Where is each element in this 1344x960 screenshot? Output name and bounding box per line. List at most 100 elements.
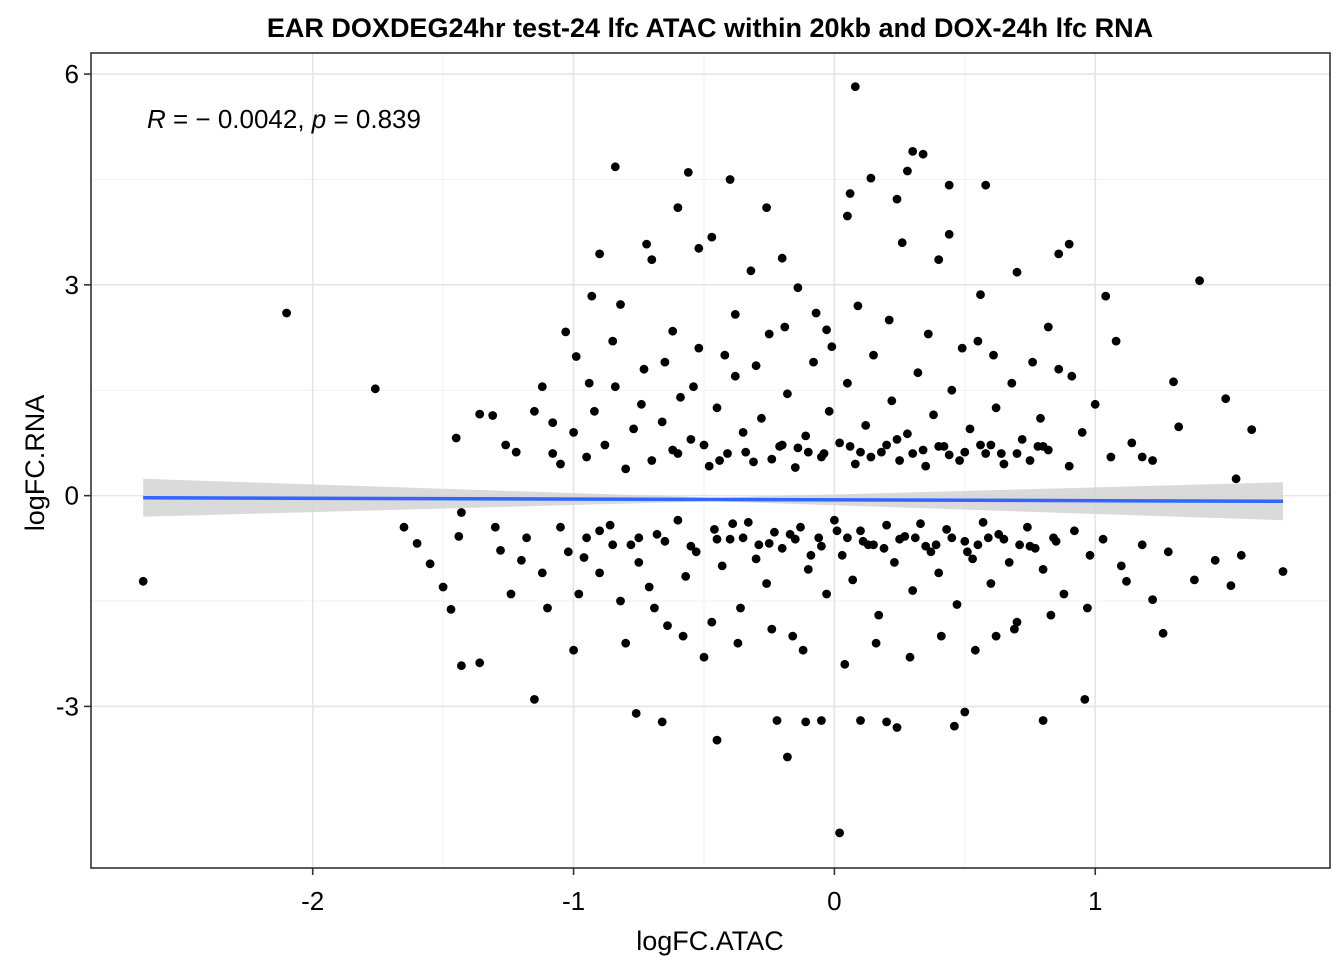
data-point	[957, 343, 967, 353]
data-point	[1028, 357, 1037, 367]
data-point	[809, 357, 818, 367]
correlation-annotation: R = − 0.0042, p = 0.839	[147, 104, 421, 134]
data-point	[1127, 438, 1137, 448]
data-point	[587, 291, 597, 301]
data-point	[916, 519, 925, 529]
data-point	[736, 603, 745, 613]
data-point	[647, 255, 657, 264]
data-point	[712, 735, 722, 745]
data-point	[837, 550, 847, 560]
data-point	[840, 659, 850, 669]
data-point	[973, 336, 983, 346]
data-point	[819, 449, 829, 458]
data-point	[733, 638, 743, 648]
data-point	[610, 382, 620, 392]
data-point	[584, 378, 594, 388]
data-point	[537, 568, 547, 578]
data-point	[644, 582, 654, 592]
data-point	[1137, 452, 1147, 462]
data-point	[801, 717, 811, 727]
data-point	[543, 603, 552, 613]
data-point	[1051, 536, 1061, 546]
data-point	[1111, 336, 1121, 346]
data-point	[1085, 550, 1095, 560]
data-point	[983, 533, 993, 543]
data-point	[715, 456, 724, 465]
data-point	[1038, 716, 1048, 725]
data-point	[616, 300, 625, 309]
data-point	[610, 162, 620, 172]
data-point	[955, 456, 964, 465]
data-point	[1098, 534, 1108, 544]
data-point	[412, 539, 422, 548]
data-point	[856, 716, 865, 725]
data-point	[689, 382, 698, 392]
data-point	[926, 547, 936, 557]
data-point	[1195, 276, 1204, 285]
data-points	[138, 82, 1288, 838]
data-point	[936, 631, 946, 641]
data-point	[767, 454, 777, 464]
data-point	[843, 211, 852, 221]
data-point	[892, 723, 902, 732]
data-point	[824, 406, 834, 416]
x-tick-label: -1	[562, 886, 585, 916]
data-point	[830, 515, 839, 525]
data-point	[892, 435, 902, 444]
data-point	[1226, 581, 1236, 590]
data-point	[1083, 603, 1092, 613]
data-point	[579, 553, 589, 562]
data-point	[694, 243, 704, 253]
data-point	[793, 443, 803, 453]
data-point	[629, 424, 638, 434]
data-point	[882, 520, 891, 530]
data-point	[631, 709, 641, 718]
data-point	[1163, 547, 1173, 557]
data-point	[981, 180, 991, 190]
data-point	[1174, 422, 1184, 432]
data-point	[725, 534, 735, 544]
data-point	[738, 533, 748, 543]
data-point	[1015, 540, 1024, 550]
data-point	[743, 517, 753, 527]
data-point	[1101, 291, 1111, 301]
data-point	[999, 534, 1009, 544]
data-point	[496, 546, 505, 555]
data-point	[918, 445, 928, 455]
data-point	[869, 540, 878, 550]
data-point	[1038, 442, 1048, 451]
data-point	[556, 522, 565, 532]
data-point	[801, 431, 811, 441]
data-point	[832, 526, 842, 536]
data-point	[488, 411, 498, 420]
data-point	[871, 638, 881, 648]
data-point	[681, 572, 691, 581]
data-point	[1077, 428, 1087, 437]
data-point	[720, 350, 730, 360]
data-point	[621, 464, 631, 474]
data-point	[777, 253, 787, 263]
data-point	[1025, 456, 1035, 465]
data-point	[882, 717, 891, 727]
data-point	[517, 555, 526, 565]
data-point	[866, 452, 876, 462]
data-point	[777, 440, 787, 450]
data-point	[637, 399, 646, 409]
data-point	[991, 631, 1001, 641]
data-point	[895, 534, 904, 544]
data-point	[757, 413, 766, 423]
data-point	[879, 543, 889, 553]
y-tick-label: 3	[65, 270, 79, 300]
data-point	[1190, 575, 1199, 585]
p-symbol: p	[311, 104, 326, 134]
data-point	[835, 438, 844, 448]
data-point	[1137, 540, 1147, 550]
data-point	[848, 575, 858, 585]
data-point	[694, 343, 704, 353]
data-point	[475, 409, 485, 419]
data-point	[947, 533, 957, 543]
data-point	[608, 336, 618, 346]
data-point	[501, 440, 511, 450]
plot-panel-border	[90, 52, 1331, 869]
